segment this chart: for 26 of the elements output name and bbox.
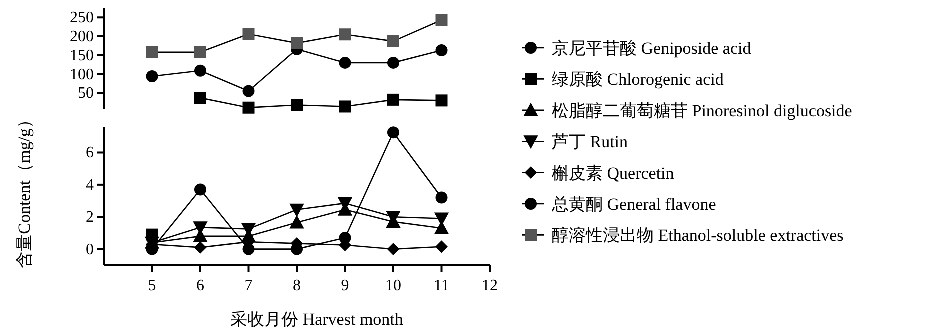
- x-tick-label: 9: [341, 277, 350, 294]
- x-tick-label: 7: [244, 277, 253, 294]
- y-tick-label: 50: [78, 85, 94, 102]
- legend-label: 芦丁 Rutin: [552, 132, 629, 152]
- legend-label: 绿原酸 Chlorogenic acid: [552, 70, 724, 90]
- y-tick-label: 100: [70, 66, 94, 84]
- legend-label: 松脂醇二葡萄糖苷 Pinoresinol diglucoside: [552, 101, 852, 120]
- legend-label: 总黄酮 General flavone: [551, 195, 716, 214]
- y-tick-label: 4: [86, 176, 94, 194]
- y-tick-label: 2: [86, 209, 94, 226]
- x-tick-label: 12: [482, 277, 498, 294]
- x-tick-label: 6: [196, 277, 204, 294]
- legend-label: 醇溶性浸出物 Ethanol-soluble extractives: [552, 226, 844, 246]
- y-tick-label: 200: [70, 28, 94, 46]
- y-tick-label: 250: [70, 10, 94, 27]
- legend-label: 槲皮素 Quercetin: [552, 164, 675, 183]
- y-axis-title: 含量Content（mg/g）: [15, 112, 34, 268]
- y-tick-label: 150: [70, 47, 94, 64]
- x-tick-label: 11: [434, 277, 450, 294]
- x-tick-label: 5: [148, 277, 156, 294]
- x-tick-label: 8: [293, 277, 301, 294]
- x-axis-title: 采收月份 Harvest month: [230, 310, 404, 329]
- y-tick-label: 0: [86, 241, 94, 258]
- x-tick-label: 10: [386, 277, 402, 294]
- y-tick-label: 6: [86, 144, 94, 162]
- legend-label: 京尼平苷酸 Geniposide acid: [552, 39, 752, 58]
